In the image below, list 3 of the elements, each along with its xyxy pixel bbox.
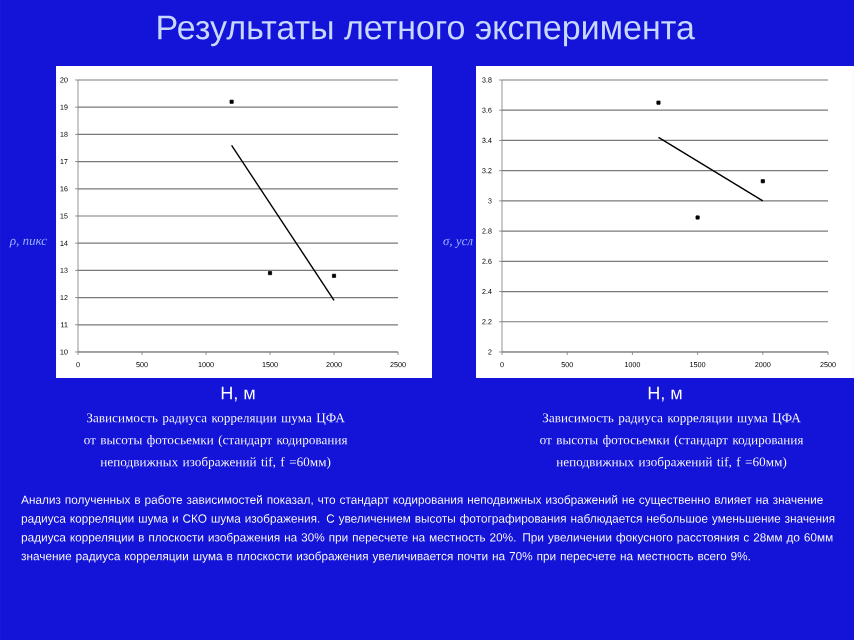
x-axis-title: Н, м (221, 386, 255, 402)
x-axis-title: Н, м (648, 386, 682, 402)
chart-title: Результаты летного эксперимента (158, 15, 695, 47)
